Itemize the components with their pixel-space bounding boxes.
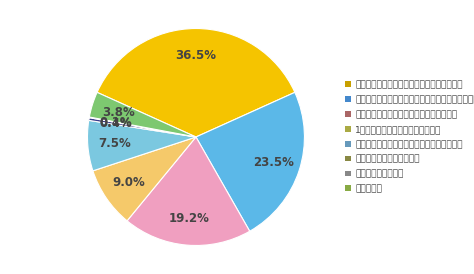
Text: 36.5%: 36.5% bbox=[175, 49, 217, 62]
Wedge shape bbox=[97, 28, 295, 137]
Wedge shape bbox=[89, 117, 196, 137]
Text: 3.8%: 3.8% bbox=[102, 106, 135, 119]
Wedge shape bbox=[88, 120, 196, 171]
Wedge shape bbox=[89, 118, 196, 137]
Text: 9.0%: 9.0% bbox=[112, 176, 145, 189]
Wedge shape bbox=[93, 137, 196, 221]
Wedge shape bbox=[127, 137, 250, 246]
Text: 0.1%: 0.1% bbox=[100, 116, 132, 129]
Wedge shape bbox=[89, 92, 196, 137]
Text: 0.4%: 0.4% bbox=[100, 117, 132, 130]
Text: 23.5%: 23.5% bbox=[253, 156, 294, 169]
Text: 19.2%: 19.2% bbox=[169, 212, 210, 225]
Legend: みんなで行動すれば環境を変えられると思う, 環境問題についてもっと知る機会があっても良いと思う, 世界で団結をし、解決した方が良いと思う, 1人が頑張っても意味: みんなで行動すれば環境を変えられると思う, 環境問題についてもっと知る機会があっ… bbox=[341, 77, 474, 197]
Text: 7.5%: 7.5% bbox=[99, 137, 131, 150]
Wedge shape bbox=[196, 92, 304, 231]
